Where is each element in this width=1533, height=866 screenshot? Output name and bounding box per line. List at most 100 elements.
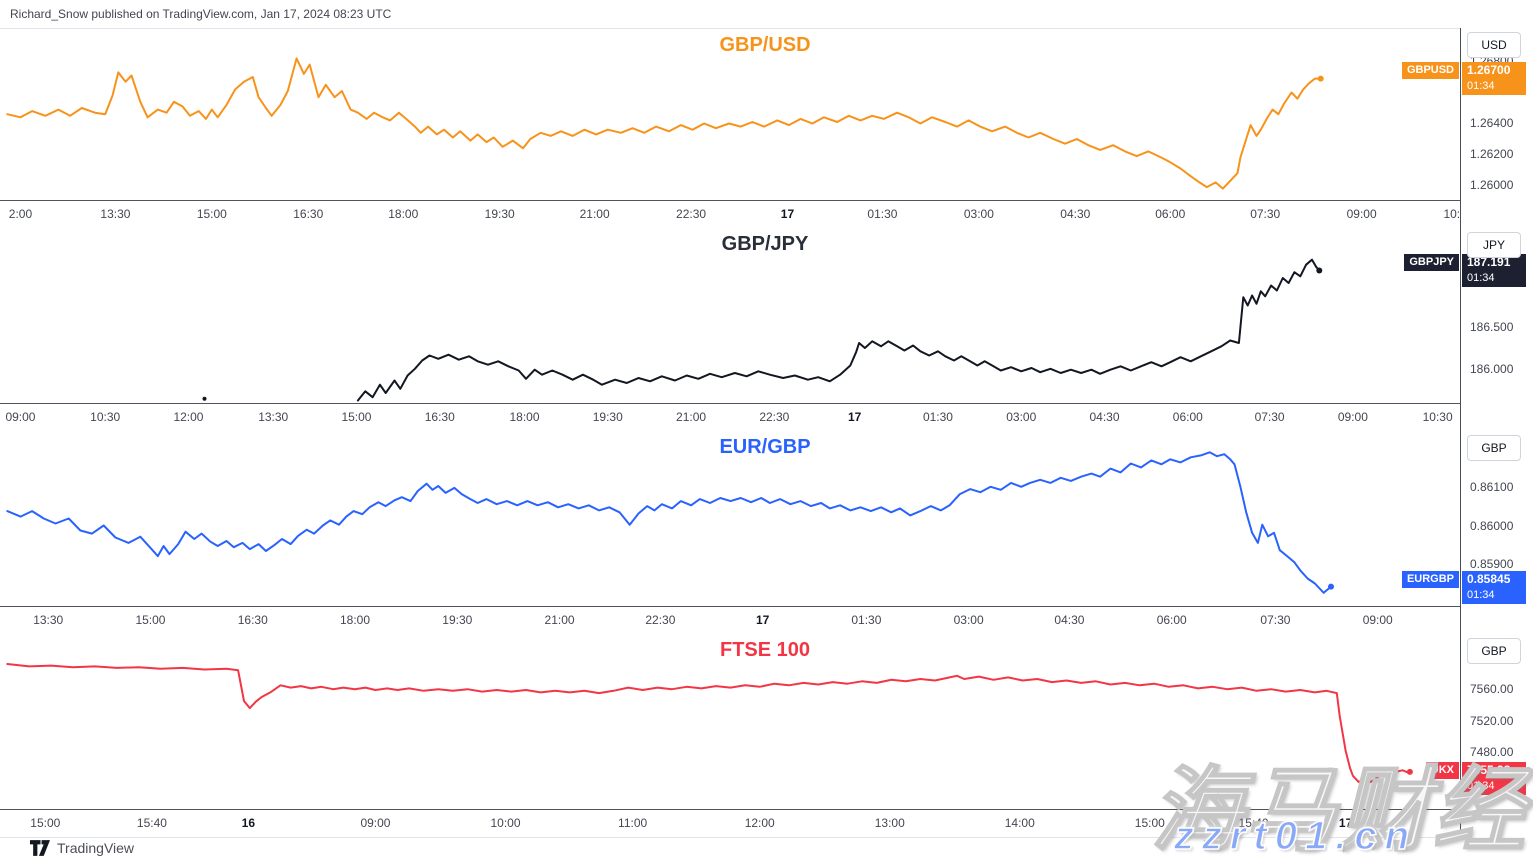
time-label: 12:00 bbox=[173, 410, 204, 424]
time-label: 15:00 bbox=[135, 613, 166, 627]
time-label: 04:30 bbox=[1054, 613, 1085, 627]
gbpusd-last-point-dot bbox=[1317, 75, 1324, 82]
time-label: 01:30 bbox=[851, 613, 882, 627]
gbpusd-countdown: 01:34 bbox=[1467, 79, 1495, 92]
time-label: 14:00 bbox=[1004, 816, 1035, 830]
tradingview-logo-icon bbox=[30, 840, 50, 856]
gbpjpy-title: GBP/JPY bbox=[721, 233, 809, 255]
gbpusd-currency-button[interactable]: USD bbox=[1467, 32, 1521, 58]
time-label: 07:30 bbox=[1254, 410, 1285, 424]
gbpusd-title: GBP/USD bbox=[719, 34, 811, 56]
eurgbp-time-axis[interactable]: 13:30 15:00 16:30 18:00 19:30 21:00 22:30 17 01:… bbox=[0, 606, 1461, 635]
time-label: 21:00 bbox=[544, 613, 575, 627]
gbpusd-price-axis[interactable]: USD1.268001.264001.262001.260001.2670001… bbox=[1461, 28, 1533, 200]
time-label: 19:30 bbox=[442, 613, 473, 627]
time-label: 17 bbox=[755, 613, 770, 627]
gbpusd-last-price: 1.26700 bbox=[1467, 62, 1511, 77]
time-label: 18:00 bbox=[340, 613, 371, 627]
eurgbp-last-point-dot bbox=[1328, 583, 1334, 590]
time-label: 18:00 bbox=[509, 410, 540, 424]
price-tick: 1.26000 bbox=[1470, 178, 1514, 193]
tradingview-brand-text: TradingView bbox=[57, 840, 135, 856]
gbpusd-chart[interactable]: GBP/USD bbox=[0, 28, 1461, 201]
eurgbp-price-badge: 0.85845 01:34 bbox=[1462, 570, 1526, 604]
time-label: 16:30 bbox=[237, 613, 268, 627]
price-tick: 1.26400 bbox=[1470, 116, 1514, 131]
time-label: 15:00 bbox=[1134, 816, 1165, 830]
time-label: 17 bbox=[847, 410, 862, 424]
gbpjpy-symbol-badge: GBPJPY bbox=[1404, 254, 1459, 272]
gbpusd-time-axis[interactable]: 2:00 13:30 15:00 16:30 18:00 19:30 21:00 22:30 1… bbox=[0, 200, 1461, 229]
ftse-chart[interactable]: FTSE 100 bbox=[0, 634, 1461, 809]
time-label: 21:00 bbox=[676, 410, 707, 424]
gbpjpy-last-price: 187.191 bbox=[1467, 255, 1511, 270]
time-label: 04:30 bbox=[1089, 410, 1120, 424]
gbpjpy-price-line bbox=[356, 258, 1321, 402]
time-label: 11:00 bbox=[618, 816, 648, 830]
price-tick: 7480.00 bbox=[1470, 745, 1514, 759]
time-label: 12:00 bbox=[744, 816, 775, 830]
ftse-last-point-dot bbox=[1406, 768, 1413, 775]
time-label: 21:00 bbox=[579, 207, 610, 221]
time-label: 13:30 bbox=[33, 613, 64, 627]
time-label: 10:30 bbox=[1422, 410, 1453, 424]
eurgbp-symbol-badge: EURGBP bbox=[1401, 570, 1459, 588]
time-label: 09:00 bbox=[5, 410, 36, 424]
ftse-currency-button[interactable]: GBP bbox=[1467, 638, 1521, 664]
time-label: 15:40 bbox=[1238, 816, 1269, 830]
ftse-title: FTSE 100 bbox=[719, 639, 811, 661]
gbpjpy-isolated-point bbox=[202, 396, 207, 401]
ftse-price-line bbox=[6, 663, 1411, 784]
time-label: 13:30 bbox=[258, 410, 289, 424]
eurgbp-currency-button[interactable]: GBP bbox=[1467, 435, 1521, 461]
gbpusd-symbol-badge: GBPUSD bbox=[1401, 61, 1459, 79]
price-tick: 0.86100 bbox=[1470, 479, 1514, 494]
time-label: 22:30 bbox=[676, 207, 707, 221]
eurgbp-price-axis[interactable]: GBP 0.86100 0.86000 0.85900 0.85845 01:34 bbox=[1461, 431, 1533, 606]
time-label: 10:3 bbox=[1443, 207, 1461, 221]
price-tick: 7520.00 bbox=[1470, 713, 1514, 728]
ftse-countdown: 01:34 bbox=[1467, 779, 1495, 792]
eurgbp-chart[interactable]: EUR/GBP bbox=[0, 431, 1461, 606]
publish-attribution: Richard_Snow published on TradingView.co… bbox=[10, 7, 392, 21]
time-label: 16:30 bbox=[424, 410, 455, 424]
time-label: 10:30 bbox=[90, 410, 121, 424]
watermark-chinese: 海马财经 bbox=[1150, 759, 1527, 863]
price-tick: 0.86000 bbox=[1470, 518, 1514, 533]
time-label: 09:00 bbox=[360, 816, 391, 830]
tradingview-footer[interactable]: TradingView bbox=[30, 840, 134, 856]
time-label: 17 bbox=[780, 207, 795, 221]
time-label: 01:30 bbox=[867, 207, 898, 221]
time-label: 09:00 bbox=[1362, 613, 1393, 627]
time-label: 15:00 bbox=[30, 816, 61, 830]
watermark-url: zzrt01.cn bbox=[1173, 813, 1417, 859]
gbpjpy-currency-button[interactable]: JPY bbox=[1467, 232, 1521, 258]
time-label: 19:30 bbox=[484, 207, 515, 221]
time-label: 15:00 bbox=[341, 410, 372, 424]
ftse-price-axis[interactable]: GBP 7560.00 7520.00 7480.00 7455.98 01:34 bbox=[1461, 634, 1533, 809]
time-label: 04:30 bbox=[1060, 207, 1091, 221]
time-label: 03:00 bbox=[953, 613, 984, 627]
gbpusd-price-badge: 1.26700 01:34 bbox=[1462, 61, 1526, 95]
price-tick: 1.26200 bbox=[1470, 147, 1514, 162]
gbpjpy-price-badge: 187.191 01:34 bbox=[1462, 254, 1526, 288]
price-scale-separator bbox=[1460, 28, 1461, 837]
eurgbp-title: EUR/GBP bbox=[719, 436, 811, 458]
gbpjpy-chart[interactable]: GBP/JPY bbox=[0, 228, 1461, 403]
time-label: 15:00 bbox=[196, 207, 227, 221]
price-tick: 186.500 bbox=[1470, 320, 1514, 334]
ftse-last-price: 7455.98 bbox=[1467, 762, 1511, 777]
time-label: 09:00 bbox=[1346, 207, 1377, 221]
time-label: 07:30 bbox=[1260, 613, 1291, 627]
time-label: 16:30 bbox=[293, 207, 324, 221]
time-label: 13:00 bbox=[874, 816, 905, 830]
gbpjpy-countdown: 01:34 bbox=[1467, 272, 1495, 285]
eurgbp-countdown: 01:34 bbox=[1467, 588, 1495, 601]
gbpjpy-price-axis[interactable]: JPY 186.500 186.000 187.191 01:34 bbox=[1461, 228, 1533, 403]
time-label: 15:40 bbox=[136, 816, 167, 830]
time-label: 17 bbox=[1338, 816, 1353, 830]
time-label: 09:00 bbox=[1337, 410, 1368, 424]
ftse-time-axis[interactable]: 15:00 15:40 16 09:00 10:00 11:00 12:00 13:00 14:… bbox=[0, 809, 1461, 838]
gbpjpy-time-axis[interactable]: 09:00 10:30 12:00 13:30 15:00 16:30 18:00 19:30… bbox=[0, 403, 1461, 432]
